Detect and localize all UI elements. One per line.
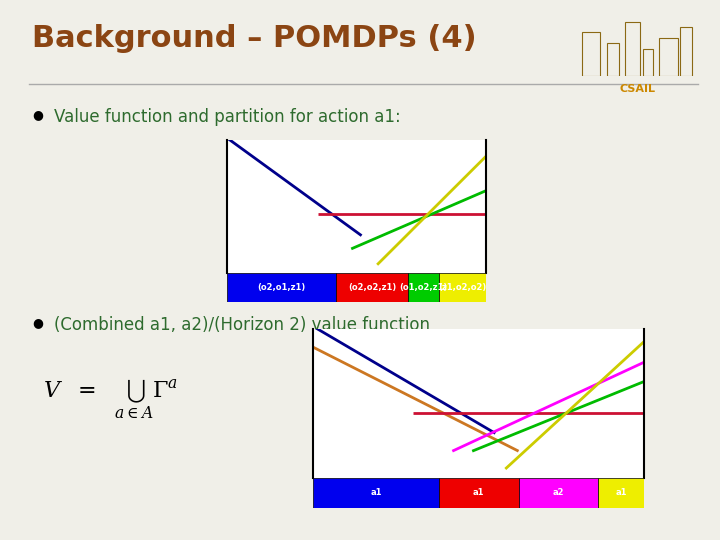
Text: (o2,o1,z1): (o2,o1,z1) [257,283,305,292]
Bar [680,27,693,76]
Bar [439,273,486,302]
Bar [606,43,619,76]
Text: a2: a2 [552,488,564,497]
Bar [582,32,600,76]
Text: (o2,o2,z1): (o2,o2,z1) [348,283,396,292]
Text: (z1,o2,o2): (z1,o2,o2) [438,283,487,292]
Bar [439,478,518,508]
Text: a1: a1 [616,488,627,497]
Text: ●: ● [32,108,43,121]
Bar [598,478,644,508]
Text: (Combined a1, a2)/(Horizon 2) value function: (Combined a1, a2)/(Horizon 2) value func… [54,316,430,334]
Text: (o1,o2,z1): (o1,o2,z1) [400,283,448,292]
Bar [644,49,653,76]
Text: Background – POMDPs (4): Background – POMDPs (4) [32,24,477,53]
Text: CSAIL: CSAIL [619,84,655,94]
Bar [408,273,439,302]
Bar [227,273,336,302]
Text: ●: ● [32,316,43,329]
Bar [313,478,439,508]
Bar [518,478,598,508]
Bar [625,22,639,76]
Bar [660,38,678,76]
Text: a1: a1 [473,488,485,497]
Text: a1: a1 [370,488,382,497]
Text: $V\ \ =\ \ \bigcup_{a\in A}\Gamma^{a}$: $V\ \ =\ \ \bigcup_{a\in A}\Gamma^{a}$ [43,378,179,421]
Bar [336,273,408,302]
Text: Value function and partition for action a1:: Value function and partition for action … [54,108,401,126]
